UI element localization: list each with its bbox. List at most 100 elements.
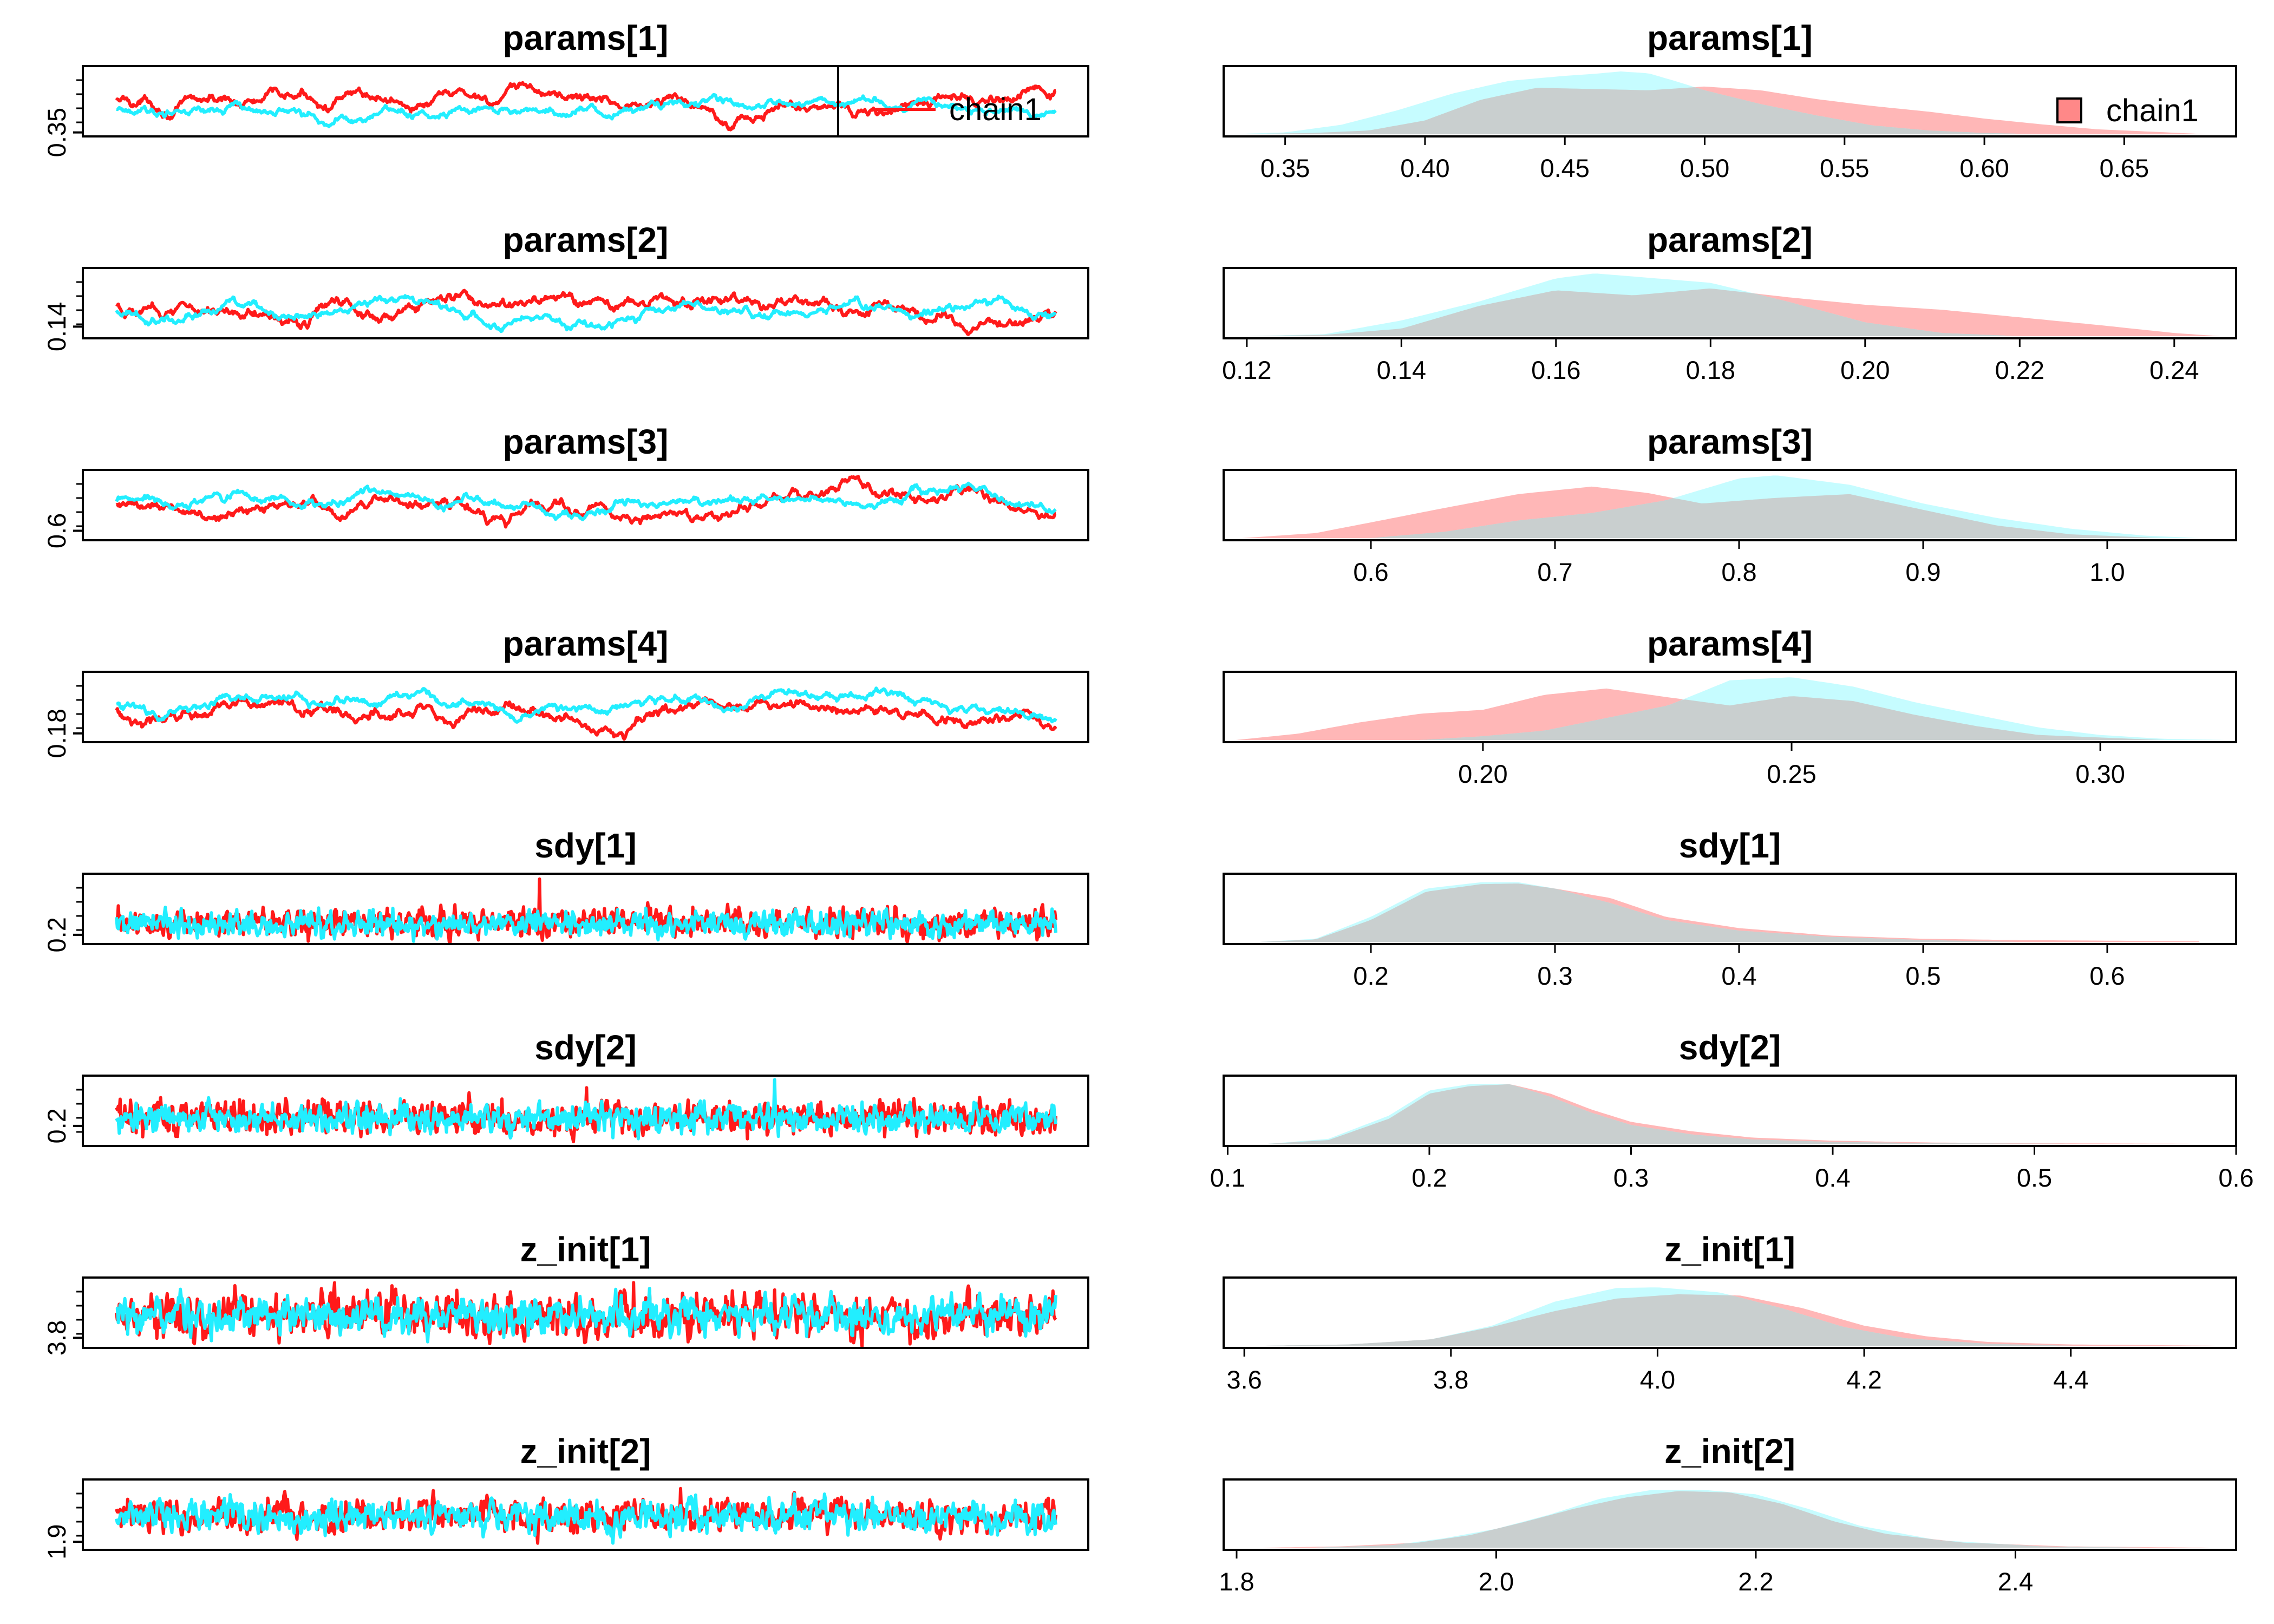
plot-frame [1223,65,2237,137]
x-tick-label: 0.45 [1540,154,1589,182]
trace-line-chain2 [115,294,1057,333]
density-plot-2: params[3] 0.6 0.7 0.8 0.9 1.0 [1223,422,2237,586]
trace-line-chain1 [115,695,1057,741]
x-tick-label: 2.0 [1479,1567,1514,1596]
x-tick-label: 0.1 [1210,1163,1245,1192]
plot-frame [82,65,1089,137]
panel-title: sdy[2] [1679,1028,1781,1067]
trace-plot-4: sdy[1] 0.2 [42,826,1089,953]
panel-title: z_init[2] [1664,1432,1795,1471]
x-tick-label: 0.18 [1686,356,1735,384]
density-plot-6: z_init[1] 3.6 3.8 4.0 4.2 4.4 [1223,1230,2237,1394]
density-plot-4: sdy[1] 0.2 0.3 0.4 0.5 0.6 [1223,826,2237,990]
x-tick-label: 0.40 [1400,154,1449,182]
density-plot-0: params[1] 0.35 0.40 0.45 0.50 0.55 0.60 0.65 cha… [1223,18,2237,182]
plot-frame [82,469,1089,541]
trace-plot-7: z_init[2] 1.9 [42,1432,1089,1560]
density-overlap [1236,696,2224,740]
y-tick-label: 1.9 [42,1524,71,1559]
density-overlap [1260,883,2199,942]
x-tick-label: 0.4 [1721,961,1756,990]
x-tick-label: 0.5 [1905,961,1940,990]
density-plot-1: params[2] 0.12 0.14 0.16 0.18 0.20 0.22 0.24 [1222,220,2237,384]
plot-frame [82,1075,1089,1147]
y-tick-label: 0.18 [42,709,71,758]
legend-label: chain1 [2106,93,2199,128]
panel-title: params[4] [503,624,669,663]
x-tick-label: 0.6 [1353,558,1388,586]
panel-title: z_init[2] [520,1432,651,1471]
plot-frame [1223,469,2237,541]
panel-title: params[4] [1647,624,1813,663]
x-tick-label: 0.60 [1959,154,2009,182]
panel-title: params[2] [1647,220,1813,259]
x-tick-label: 0.5 [2017,1163,2052,1192]
trace-plot-0: params[1] 0.35 chain1 [42,18,1089,157]
x-tick-label: 0.6 [2218,1163,2253,1192]
trace-plot-3: params[4] 0.18 [42,624,1089,758]
y-tick-label: 0.14 [42,302,71,351]
density-plot-7: z_init[2] 1.8 2.0 2.2 2.4 [1219,1432,2237,1596]
panel-title: params[3] [1647,422,1813,461]
panel-title: params[1] [503,18,669,57]
x-tick-label: 0.35 [1260,154,1310,182]
x-tick-label: 0.22 [1995,356,2044,384]
density-plot-3: params[4] 0.20 0.25 0.30 [1223,624,2237,788]
x-tick-label: 0.20 [1458,759,1507,788]
trace-line-chain2 [115,481,1057,521]
x-tick-label: 2.2 [1738,1567,1773,1596]
x-tick-label: 0.2 [1353,961,1388,990]
plot-frame [1223,1276,2237,1349]
trace-line-chain2 [115,686,1057,724]
x-tick-label: 0.3 [1537,961,1572,990]
x-tick-label: 0.20 [1840,356,1890,384]
plot-frame [1223,267,2237,339]
x-tick-label: 0.50 [1680,154,1729,182]
panel-title: params[1] [1647,18,1813,57]
plot-frame [1223,1075,2237,1147]
panel-title: params[2] [503,220,669,259]
legend-key-chain1 [2056,97,2082,123]
panel-title: sdy[2] [534,1028,637,1067]
plot-frame [1223,671,2237,743]
x-tick-label: 0.24 [2149,356,2199,384]
y-tick-label: 0.2 [42,1108,71,1143]
x-tick-label: 0.3 [1613,1163,1649,1192]
density-overlap [1265,1294,2216,1346]
x-tick-label: 0.2 [1412,1163,1447,1192]
panel-title: z_init[1] [1664,1230,1795,1269]
plot-frame [1223,873,2237,945]
x-tick-label: 0.14 [1377,356,1426,384]
density-plot-5: sdy[2] 0.1 0.2 0.3 0.4 0.5 0.6 [1210,1028,2254,1192]
trace-line-chain2 [115,1078,1057,1141]
x-tick-label: 0.65 [2100,154,2149,182]
y-tick-label: 0.6 [42,513,71,548]
trace-line-chain2 [115,1492,1057,1545]
x-tick-label: 1.8 [1219,1567,1254,1596]
trace-plot-2: params[3] 0.6 [42,422,1089,548]
trace-plot-5: sdy[2] 0.2 [42,1028,1089,1147]
panel-title: sdy[1] [534,826,637,865]
plot-frame [82,671,1089,743]
density-overlap [1262,1491,2211,1548]
trace-plot-6: z_init[1] 3.8 [42,1230,1089,1355]
y-tick-label: 3.8 [42,1320,71,1355]
x-tick-label: 0.12 [1222,356,1271,384]
x-tick-label: 0.30 [2075,759,2125,788]
density-overlap [1268,1084,2196,1144]
panel-title: params[3] [503,422,669,461]
x-tick-label: 0.16 [1531,356,1580,384]
trace-line-chain2 [115,93,1057,128]
x-tick-label: 0.7 [1537,558,1572,586]
density-overlap [1229,87,2208,134]
panel-title: z_init[1] [520,1230,651,1269]
plot-frame [1223,1478,2237,1551]
x-tick-label: 1.0 [2089,558,2125,586]
x-tick-label: 3.6 [1226,1365,1262,1394]
x-tick-label: 4.0 [1640,1365,1675,1394]
plot-frame [82,267,1089,339]
plot-frame [82,873,1089,945]
x-tick-label: 4.4 [2053,1365,2088,1394]
plot-frame [82,1478,1089,1551]
x-tick-label: 0.4 [1815,1163,1850,1192]
